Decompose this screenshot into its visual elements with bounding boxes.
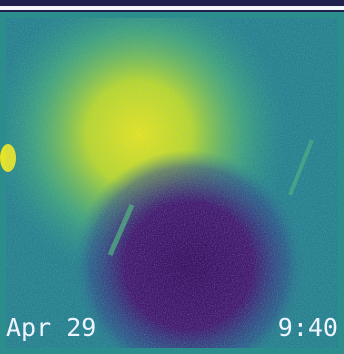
date-stamp: Apr 29 <box>6 313 96 342</box>
camera-frame: Apr 29 9:40 <box>0 0 344 354</box>
top-rule <box>0 6 344 10</box>
time-stamp: 9:40 <box>278 313 338 342</box>
sensor-noise <box>6 18 338 348</box>
page: Apr 29 9:40 (() => { const data = JSON.p… <box>0 0 344 354</box>
